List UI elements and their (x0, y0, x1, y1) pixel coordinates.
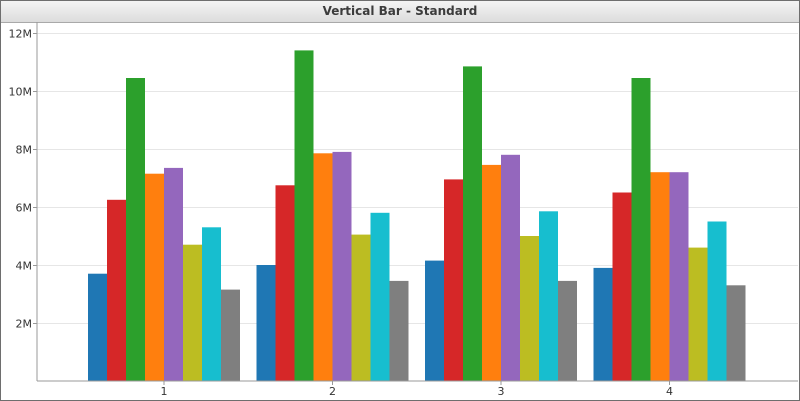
chart-title: Vertical Bar - Standard (1, 1, 799, 23)
y-tick-labels: 2M 4M 6M 8M 10M 12M (9, 28, 37, 331)
bar-cat1-series4[interactable] (145, 173, 164, 381)
bar-cat1-series7[interactable] (202, 227, 221, 381)
y-tick-label: 2M (16, 318, 33, 331)
y-tick-label: 10M (9, 86, 33, 99)
x-tick-label: 1 (161, 385, 168, 398)
bar-cat1-series2[interactable] (107, 199, 126, 382)
y-tick-label: 4M (16, 260, 33, 273)
bar-cat1-series8[interactable] (221, 289, 240, 381)
bar-cat2-series3[interactable] (294, 50, 314, 382)
bar-cat4-series5[interactable] (669, 172, 689, 381)
bar-cat4-series8[interactable] (726, 285, 746, 381)
bar-cat3-series8[interactable] (558, 280, 577, 381)
bar-cat2-series5[interactable] (332, 151, 352, 381)
bar-cat2-series7[interactable] (370, 212, 390, 381)
y-tick-label: 8M (16, 144, 33, 157)
bar-cat4-series6[interactable] (688, 247, 708, 381)
bar-cat3-series4[interactable] (482, 164, 501, 381)
bar-cat1-series1[interactable] (88, 273, 107, 381)
x-tick-labels: 1 2 3 4 (161, 381, 673, 398)
bar-cat2-series8[interactable] (389, 280, 409, 381)
bar-cat4-series2[interactable] (612, 192, 632, 382)
bar-cat4-series7[interactable] (707, 221, 727, 382)
bar-cat3-series6[interactable] (520, 236, 539, 381)
bar-cat2-series1[interactable] (256, 265, 276, 381)
x-tick-label: 2 (329, 385, 336, 398)
bar-cat2-series6[interactable] (351, 234, 371, 381)
bar-cat2-series4[interactable] (313, 153, 333, 381)
bar-cat4-series3[interactable] (631, 78, 651, 381)
bar-cat3-series7[interactable] (539, 211, 558, 381)
x-tick-label: 3 (498, 385, 505, 398)
y-tick-label: 6M (16, 202, 33, 215)
bar-cat1-series5[interactable] (164, 167, 183, 381)
bar-cat3-series1[interactable] (425, 260, 444, 381)
bar-cat4-series4[interactable] (650, 172, 670, 381)
bar-cat4-series1[interactable] (593, 267, 613, 381)
bar-cat3-series2[interactable] (444, 179, 463, 381)
bar-cat1-series3[interactable] (126, 78, 145, 381)
y-tick-label: 12M (9, 28, 33, 41)
bar-cat3-series3[interactable] (463, 66, 482, 382)
x-tick-label: 4 (666, 385, 673, 398)
bar-cat3-series5[interactable] (501, 154, 520, 381)
bars (88, 50, 746, 382)
bar-cat1-series6[interactable] (183, 244, 202, 381)
bar-cat2-series2[interactable] (275, 185, 295, 382)
